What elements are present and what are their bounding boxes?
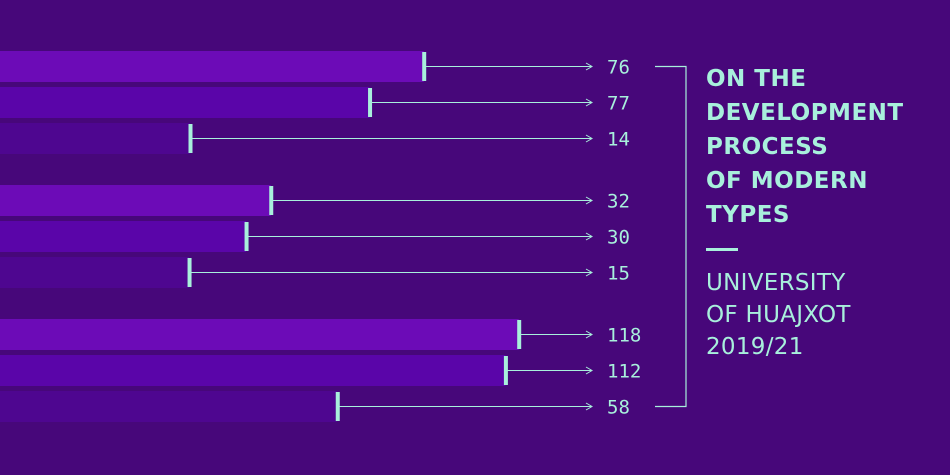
arrow-head	[585, 330, 593, 339]
bar-end-marker	[517, 320, 522, 349]
bar	[0, 51, 424, 82]
bar	[0, 319, 519, 350]
bar-end-marker	[269, 186, 274, 215]
title-block: ON THE DEVELOPMENT PROCESS OF MODERN TYP…	[706, 62, 946, 363]
data-label: 58	[607, 397, 630, 419]
bar	[0, 257, 190, 288]
chart-title: ON THE DEVELOPMENT PROCESS OF MODERN TYP…	[706, 66, 904, 228]
arrow-head	[585, 62, 593, 71]
bar-end-marker	[188, 124, 193, 153]
data-label: 76	[607, 57, 630, 79]
bar	[0, 221, 247, 252]
data-label: 14	[607, 129, 630, 151]
bar-end-marker	[368, 88, 373, 117]
data-label: 30	[607, 227, 630, 249]
data-label: 32	[607, 191, 630, 213]
data-label: 77	[607, 93, 630, 115]
bar-end-marker	[187, 258, 192, 287]
arrow-head	[585, 196, 593, 205]
bar	[0, 185, 271, 216]
data-label: 15	[607, 263, 630, 285]
title-divider	[706, 248, 738, 251]
bar	[0, 87, 370, 118]
bar-end-marker	[422, 52, 427, 81]
bar-end-marker	[335, 392, 340, 421]
bar	[0, 391, 338, 422]
bar	[0, 355, 506, 386]
bar	[0, 123, 190, 154]
arrow-head	[585, 232, 593, 241]
arrow-head	[585, 98, 593, 107]
group-bracket	[655, 65, 687, 408]
arrow-head	[585, 134, 593, 143]
arrow-head	[585, 366, 593, 375]
bar-end-marker	[503, 356, 508, 385]
chart-subtitle: UNIVERSITY OF HUAJXOT 2019/21	[706, 270, 851, 360]
data-label: 118	[607, 325, 641, 347]
arrow-head	[585, 268, 593, 277]
data-label: 112	[607, 361, 641, 383]
bar-end-marker	[244, 222, 249, 251]
arrow-head	[585, 402, 593, 411]
